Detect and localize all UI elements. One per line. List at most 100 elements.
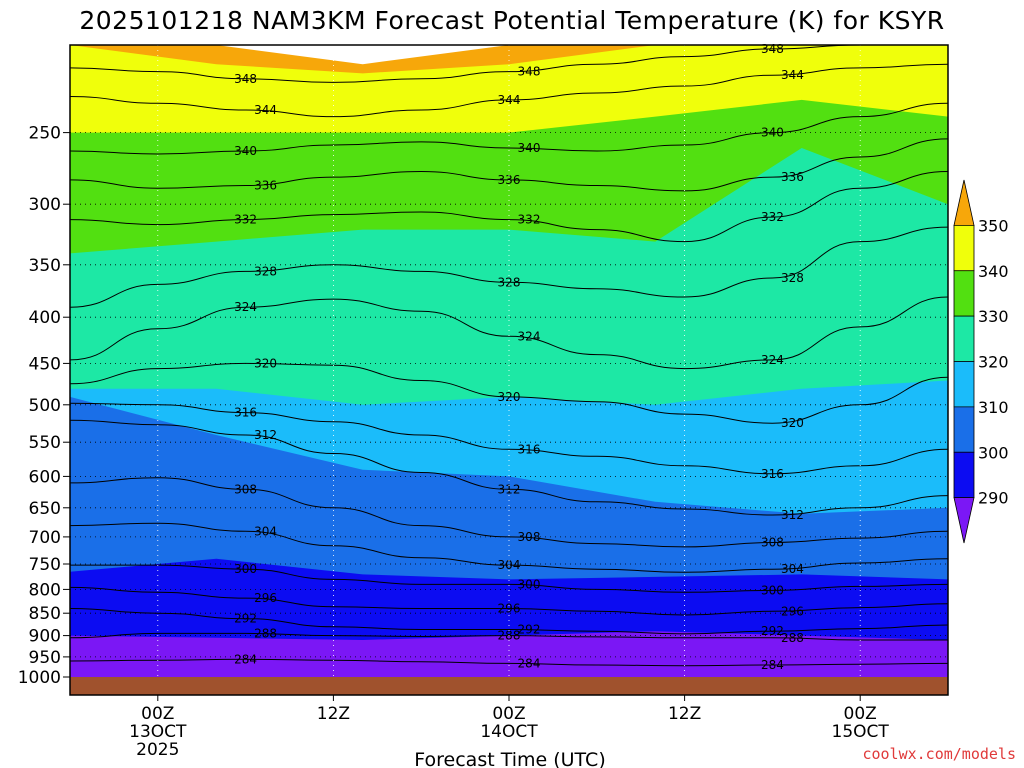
contour-label-300: 300 [761,583,784,597]
contour-label-284: 284 [234,652,257,666]
contour-label-304: 304 [254,524,277,538]
x-tick-date: 13OCT [129,722,187,742]
contour-line-316 [69,402,949,475]
contour-label-296: 296 [254,591,277,605]
x-tick-label: 00Z [141,704,174,724]
colorbar-label: 300 [978,443,1009,462]
colorbar-segment [953,315,975,362]
y-tick-label: 250 [29,124,61,144]
y-tick-label: 550 [29,433,61,453]
contour-line-332 [69,171,949,243]
contour-line-328 [69,226,949,308]
y-tick-label: 950 [29,648,61,668]
contour-label-332: 332 [518,213,541,227]
y-tick-label: 850 [29,604,61,624]
contour-label-328: 328 [498,275,521,289]
contour-label-344: 344 [781,68,804,82]
contour-label-336: 336 [498,173,521,187]
contour-line-296 [69,586,949,616]
contour-label-312: 312 [498,482,521,496]
colorbar-segment [953,451,975,499]
x-axis-label: Forecast Time (UTC) [414,749,605,768]
contour-label-312: 312 [781,508,804,522]
chart-title: 2025101218 NAM3KM Forecast Potential Tem… [79,6,944,35]
contour-label-320: 320 [498,390,521,404]
contour-label-300: 300 [234,562,257,576]
contour-label-284: 284 [761,658,784,672]
contour-label-344: 344 [254,103,277,117]
contour-label-336: 336 [781,170,804,184]
gridlines [70,45,948,677]
y-tick-label: 450 [29,354,61,374]
contour-label-292: 292 [761,624,784,638]
contour-line-336 [69,138,949,192]
contour-label-320: 320 [781,416,804,430]
y-tick-label: 300 [29,195,61,215]
contour-label-340: 340 [234,144,257,158]
contour-label-324: 324 [518,329,541,343]
contour-lines: 348 348 348 344 344 344 340 340 340 336 336 336 332 3… [69,42,949,672]
contour-label-296: 296 [498,602,521,616]
colorbar-segment [953,406,975,453]
contour-label-348: 348 [761,42,784,56]
contour-line-344 [69,63,949,118]
contour-label-332: 332 [761,210,784,224]
contour-label-344: 344 [498,93,521,107]
contour-line-348 [69,44,948,83]
colorbar-label: 330 [978,307,1009,326]
colorbar-segment [953,179,975,226]
contour-label-316: 316 [234,406,257,420]
contour-line-340 [69,102,949,155]
contour-label-324: 324 [761,353,784,367]
contour-label-328: 328 [254,264,277,278]
contour-label-284: 284 [518,656,541,670]
plot-area: 348 348 348 344 344 344 340 340 340 336 336 336 332 3… [69,42,949,696]
contour-line-308 [69,477,949,548]
y-tick-label: 1000 [18,668,61,688]
contour-label-312: 312 [254,428,277,442]
contour-line-300 [70,564,949,593]
y-tick-label: 500 [29,396,61,416]
contour-label-324: 324 [234,300,257,314]
y-tick-label: 600 [29,467,61,487]
contour-label-308: 308 [761,536,784,550]
y-axis: 250 300 350 400 450 500 550 600 650 700 750 800 850 9… [18,124,70,688]
y-tick-label: 750 [29,555,61,575]
y-tick-label: 900 [29,627,61,647]
x-tick-label: 12Z [317,704,350,724]
colorbar-label: 310 [978,398,1009,417]
x-tick-date: 15OCT [832,722,890,742]
colorbar-segment [953,361,975,408]
contour-label-332: 332 [234,213,257,227]
contour-label-296: 296 [781,604,804,618]
y-tick-label: 400 [29,308,61,328]
colorbar-label: 290 [978,489,1009,508]
contour-line-284 [69,658,949,667]
colorbar-label: 350 [978,216,1009,235]
contour-label-308: 308 [234,482,257,496]
contour-line-324 [69,296,949,370]
contour-label-340: 340 [518,141,541,155]
contour-line-292 [69,608,949,635]
colorbar-label: 320 [978,353,1009,372]
contour-label-288: 288 [254,626,277,640]
contour-label-348: 348 [234,72,257,86]
x-tick-date: 14OCT [480,722,538,742]
contour-label-304: 304 [781,562,804,576]
watermark-link[interactable]: coolwx.com/models [862,745,1016,763]
contour-label-292: 292 [234,612,257,626]
contour-label-336: 336 [254,179,277,193]
contour-label-292: 292 [518,623,541,637]
x-tick-label: 00Z [492,704,525,724]
x-tick-label: 00Z [844,704,877,724]
contour-label-288: 288 [781,631,804,645]
contour-line-312 [69,419,949,516]
contour-label-316: 316 [761,467,784,481]
contour-label-348: 348 [518,65,541,79]
contour-label-328: 328 [781,271,804,285]
contour-label-300: 300 [518,577,541,591]
y-tick-label: 650 [29,499,61,519]
contour-line-320 [69,362,949,424]
contour-label-340: 340 [761,126,784,140]
x-tick-year: 2025 [136,740,179,760]
